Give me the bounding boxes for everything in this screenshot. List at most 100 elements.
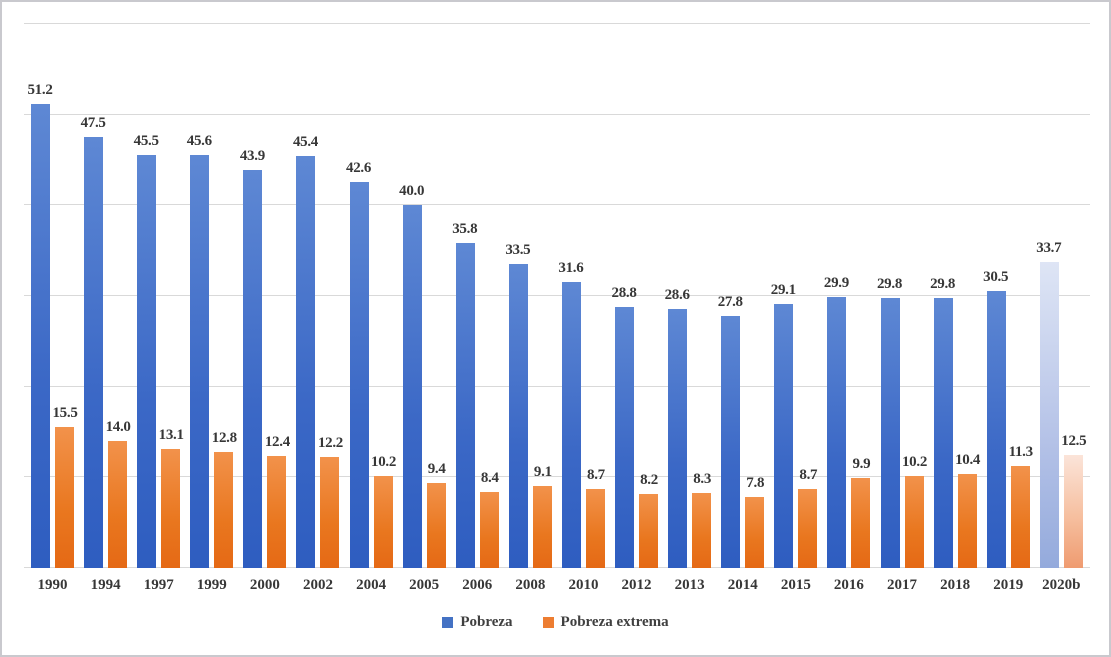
bar-group: 29.8 10.4 2018 bbox=[930, 24, 980, 593]
legend-item-pobreza-extrema: Pobreza extrema bbox=[542, 614, 669, 631]
pobreza-extrema-value-label: 13.1 bbox=[158, 427, 184, 444]
pobreza-bar bbox=[137, 155, 157, 568]
pobreza-bar bbox=[190, 154, 210, 568]
pobreza-bar bbox=[31, 103, 50, 568]
pobreza-bar bbox=[508, 264, 528, 568]
year-axis-label: 2004 bbox=[356, 577, 387, 593]
pobreza-extrema-bar bbox=[161, 449, 181, 568]
pobreza-extrema-bar bbox=[1010, 465, 1030, 568]
pobreza-bar bbox=[84, 137, 104, 568]
pobreza-bar bbox=[349, 181, 369, 568]
pobreza-bar bbox=[721, 315, 741, 568]
pobreza-bar bbox=[933, 297, 953, 568]
pobreza-bar bbox=[455, 243, 475, 568]
pobreza-extrema-bar bbox=[692, 492, 712, 568]
pobreza-extrema-bar bbox=[426, 482, 446, 568]
bar-group: 27.8 7.8 2014 bbox=[718, 24, 765, 593]
year-axis-label: 2017 bbox=[887, 577, 917, 593]
bar-group: 29.1 8.7 2015 bbox=[770, 24, 818, 593]
year-axis-label: 2013 bbox=[674, 577, 705, 593]
plot-area: 51.2 15.5 1990 47.5 14.0 1994 45.5 13.1 … bbox=[24, 23, 1090, 593]
pobreza-value-label: 33.7 bbox=[1036, 240, 1062, 257]
year-axis-label: 2008 bbox=[515, 577, 546, 593]
pobreza-extrema-bar bbox=[108, 441, 128, 568]
pobreza-value-label: 28.6 bbox=[664, 286, 690, 303]
gridline bbox=[24, 113, 1090, 115]
pobreza-extrema-bar bbox=[214, 451, 234, 568]
bar-group: 43.9 12.4 2000 bbox=[239, 24, 290, 593]
pobreza-bar bbox=[243, 169, 263, 568]
pobreza-value-label: 51.2 bbox=[27, 81, 53, 98]
pobreza-extrema-value-label: 12.2 bbox=[317, 435, 343, 452]
bar-group: 28.6 8.3 2013 bbox=[664, 24, 712, 593]
pobreza-value-label: 29.1 bbox=[770, 282, 796, 299]
pobreza-extrema-bar bbox=[55, 427, 74, 568]
year-axis-label: 2012 bbox=[621, 577, 652, 593]
pobreza-bar bbox=[986, 291, 1006, 568]
pobreza-value-label: 45.4 bbox=[292, 134, 318, 151]
pobreza-extrema-bar bbox=[585, 489, 605, 568]
bar-group: 28.8 8.2 2012 bbox=[611, 24, 659, 593]
pobreza-legend-swatch-icon bbox=[442, 617, 454, 628]
pobreza-extrema-value-label: 10.2 bbox=[371, 453, 397, 470]
pobreza-bar bbox=[774, 304, 794, 568]
gridline bbox=[24, 476, 1090, 478]
pobreza-value-label: 45.5 bbox=[133, 133, 159, 150]
year-axis-label: 2002 bbox=[302, 577, 333, 593]
bar-groups: 51.2 15.5 1990 47.5 14.0 1994 45.5 13.1 … bbox=[24, 24, 1090, 593]
pobreza-extrema-value-label: 9.9 bbox=[852, 456, 871, 473]
pobreza-extrema-bar bbox=[373, 475, 393, 568]
pobreza-extrema-bar bbox=[479, 491, 499, 568]
year-axis-label: 1990 bbox=[37, 577, 68, 593]
legend-label-pobreza-extrema: Pobreza extrema bbox=[560, 614, 669, 630]
year-axis-label: 2014 bbox=[727, 577, 758, 593]
pobreza-value-label: 47.5 bbox=[80, 115, 106, 132]
bar-group: 51.2 15.5 1990 bbox=[27, 24, 77, 593]
pobreza-extrema-bar bbox=[851, 478, 871, 568]
pobreza-extrema-value-label: 11.3 bbox=[1008, 443, 1034, 460]
pobreza-extrema-value-label: 10.2 bbox=[901, 453, 928, 470]
pobreza-extrema-value-label: 9.4 bbox=[427, 460, 446, 477]
chart-legend: Pobreza Pobreza extrema bbox=[2, 614, 1109, 631]
bar-group: 30.5 11.3 2019 bbox=[983, 24, 1034, 593]
pobreza-extrema-bar bbox=[745, 497, 765, 568]
pobreza-value-label: 40.0 bbox=[399, 183, 425, 200]
pobreza-value-label: 29.8 bbox=[876, 275, 903, 292]
year-axis-label: 2005 bbox=[409, 577, 440, 593]
pobreza-extrema-value-label: 8.3 bbox=[693, 470, 712, 487]
bar-group: 45.4 12.2 2002 bbox=[292, 24, 343, 593]
bar-group: 29.9 9.9 2016 bbox=[823, 24, 871, 593]
pobreza-extrema-value-label: 8.7 bbox=[799, 467, 818, 484]
pobreza-value-label: 35.8 bbox=[452, 221, 478, 238]
pobreza-extrema-value-label: 8.2 bbox=[640, 471, 658, 488]
pobreza-extrema-value-label: 12.5 bbox=[1061, 432, 1087, 449]
pobreza-bar bbox=[561, 281, 581, 568]
year-axis-label: 2006 bbox=[462, 577, 493, 593]
pobreza-bar bbox=[1039, 262, 1059, 568]
pobreza-extrema-bar bbox=[320, 457, 340, 568]
pobreza-bar bbox=[296, 156, 316, 568]
pobreza-value-label: 45.6 bbox=[186, 132, 212, 149]
bar-group: 42.6 10.2 2004 bbox=[346, 24, 397, 593]
pobreza-value-label: 28.8 bbox=[611, 284, 637, 301]
bar-group: 33.5 9.1 2008 bbox=[505, 24, 552, 593]
pobreza-value-label: 43.9 bbox=[239, 147, 265, 164]
bar-group: 33.7 12.5 2020b bbox=[1036, 24, 1087, 593]
gridline bbox=[24, 23, 1090, 24]
pobreza-extrema-value-label: 9.1 bbox=[533, 463, 552, 480]
pobreza-extrema-value-label: 12.4 bbox=[264, 433, 290, 450]
legend-label-pobreza: Pobreza bbox=[460, 614, 513, 630]
pobreza-extrema-bar bbox=[639, 493, 659, 568]
pobreza-bar bbox=[615, 306, 635, 568]
gridline bbox=[24, 295, 1090, 296]
legend-item-pobreza: Pobreza bbox=[442, 614, 513, 631]
year-axis-label: 2010 bbox=[568, 577, 599, 593]
pobreza-extrema-bar bbox=[1063, 454, 1083, 568]
bar-group: 40.0 9.4 2005 bbox=[399, 24, 446, 593]
pobreza-value-label: 33.5 bbox=[505, 242, 531, 259]
gridline bbox=[24, 204, 1090, 206]
year-axis-label: 1997 bbox=[143, 577, 174, 593]
pobreza-value-label: 29.9 bbox=[823, 274, 849, 291]
pobreza-extrema-value-label: 7.8 bbox=[746, 475, 765, 492]
pobreza-extrema-bar bbox=[957, 473, 977, 568]
